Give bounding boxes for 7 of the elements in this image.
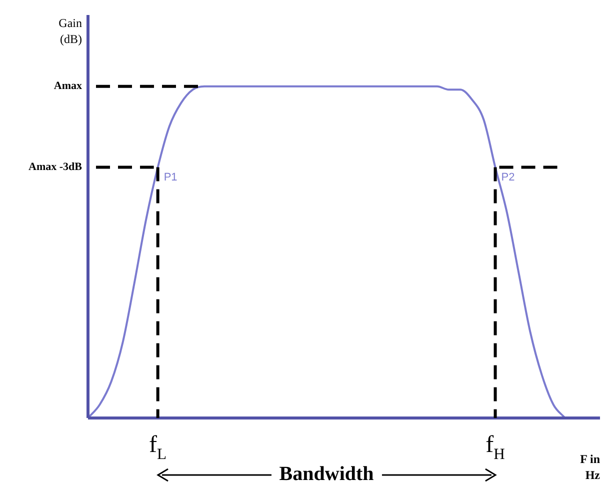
x-axis-title: F in Hz [580,452,601,482]
annotation: P2 [501,171,515,184]
ref-line-label: Amax -3dB [28,161,83,174]
text: Bandwidth [279,463,374,486]
annotation: P1 [164,171,178,184]
y-axis-title: Gain (dB) [58,16,82,46]
ref-line-label: Amax [54,80,82,92]
